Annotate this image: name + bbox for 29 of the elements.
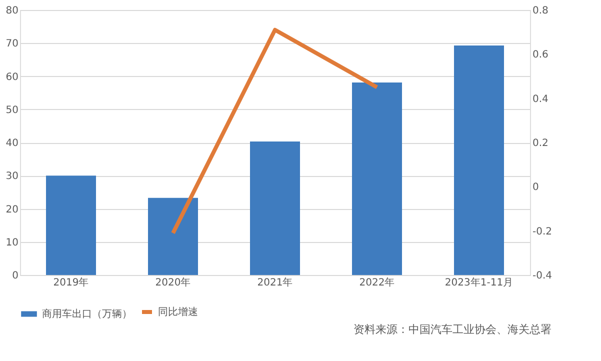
bar (250, 142, 300, 275)
y2-tick-label: 0.4 (532, 94, 548, 105)
y2-tick-label: 0.6 (532, 50, 548, 61)
x-tick-label: 2023年1-11月 (444, 276, 514, 288)
x-tick-label: 2019年 (53, 276, 89, 288)
legend-label: 同比增速 (158, 306, 198, 318)
bar (148, 198, 198, 275)
y2-tick-label: -0.2 (532, 226, 552, 238)
y-tick-label: 80 (6, 6, 18, 16)
y-tick-label: 70 (6, 38, 18, 50)
y-tick-label: 10 (6, 237, 18, 248)
y2-tick-label: 0.8 (532, 6, 548, 16)
y-tick-label: 30 (6, 171, 18, 182)
y-tick-label: 50 (6, 104, 18, 116)
legend-label: 商用车出口（万辆） (42, 308, 132, 320)
y-tick-label: 0 (12, 270, 18, 282)
y2-tick-label: 0.2 (532, 138, 548, 149)
bar (352, 82, 402, 275)
y-tick-label: 60 (6, 72, 18, 83)
y2-tick-label: 0 (532, 182, 539, 194)
y2-tick-label: -0.4 (532, 270, 552, 282)
x-tick-label: 2020年 (155, 276, 191, 288)
y-tick-label: 20 (6, 204, 18, 216)
bar (454, 45, 504, 275)
y-tick-label: 40 (6, 138, 18, 149)
text: 资料来源：中国汽车工业协会、海关总署 (354, 323, 552, 336)
x-tick-label: 2021年 (257, 276, 293, 288)
x-tick-label: 2022年 (359, 276, 395, 288)
bar (46, 176, 96, 275)
